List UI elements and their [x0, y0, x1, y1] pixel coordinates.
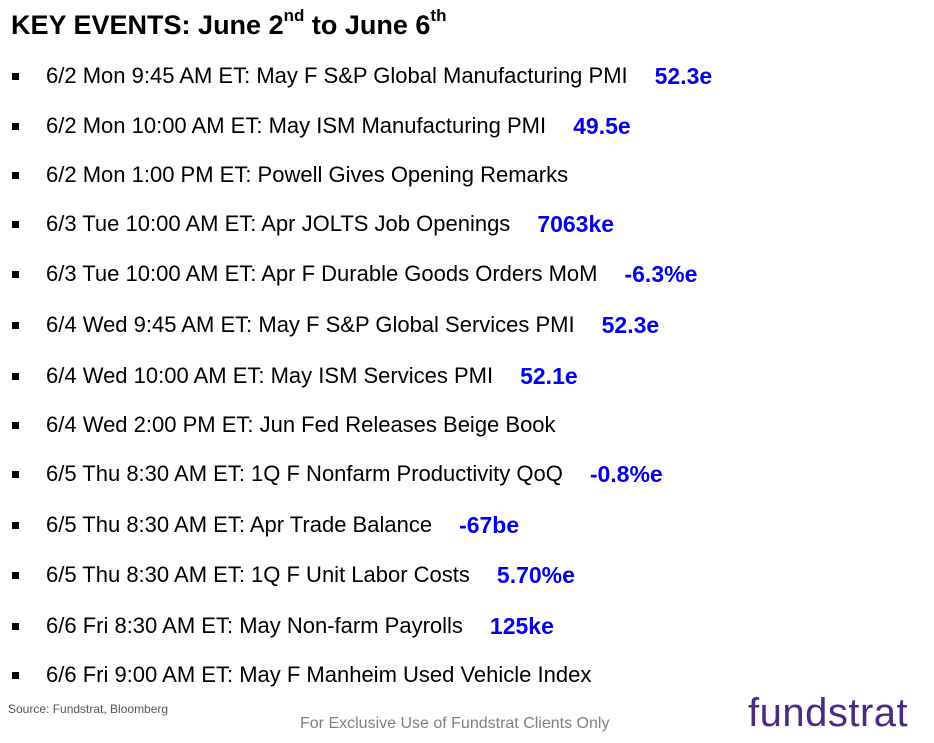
event-description: 6/3 Tue 10:00 AM ET: Apr JOLTS Job Openi… [46, 211, 511, 236]
square-bullet-icon [12, 220, 19, 228]
event-estimate: -0.8%e [589, 460, 663, 487]
square-bullet-icon [12, 321, 19, 329]
event-description: 6/2 Mon 1:00 PM ET: Powell Gives Opening… [46, 162, 569, 187]
event-estimate: 52.1e [520, 362, 578, 389]
title-main-part1: KEY EVENTS: June 2 [11, 10, 284, 40]
list-item: 6/2 Mon 10:00 AM ET: May ISM Manufacturi… [12, 106, 631, 146]
list-item: 6/4 Wed 10:00 AM ET: May ISM Services PM… [12, 356, 578, 396]
list-item: 6/6 Fri 8:30 AM ET: May Non-farm Payroll… [12, 606, 554, 646]
square-bullet-icon [12, 421, 19, 429]
event-description: 6/4 Wed 2:00 PM ET: Jun Fed Releases Bei… [46, 412, 556, 437]
title-main-part2: to June 6 [304, 10, 431, 40]
page-title: KEY EVENTS: June 2nd to June 6th [11, 7, 446, 41]
event-description: 6/5 Thu 8:30 AM ET: 1Q F Nonfarm Product… [46, 461, 563, 486]
square-bullet-icon [12, 571, 19, 579]
square-bullet-icon [12, 622, 19, 630]
square-bullet-icon [12, 372, 19, 380]
list-item: 6/5 Thu 8:30 AM ET: 1Q F Unit Labor Cost… [12, 555, 575, 595]
list-item: 6/6 Fri 9:00 AM ET: May F Manheim Used V… [12, 655, 591, 695]
event-description: 6/4 Wed 10:00 AM ET: May ISM Services PM… [46, 363, 494, 388]
square-bullet-icon [12, 72, 19, 80]
event-estimate: -67be [459, 511, 520, 538]
event-description: 6/5 Thu 8:30 AM ET: Apr Trade Balance [46, 512, 433, 537]
fundstrat-logo: fundstrat [748, 691, 909, 735]
event-description: 6/5 Thu 8:30 AM ET: 1Q F Unit Labor Cost… [46, 562, 470, 587]
event-estimate: -6.3%e [624, 260, 698, 287]
square-bullet-icon [12, 470, 19, 478]
list-item: 6/4 Wed 2:00 PM ET: Jun Fed Releases Bei… [12, 405, 556, 445]
list-item: 6/5 Thu 8:30 AM ET: Apr Trade Balance -6… [12, 505, 519, 545]
title-superscript-1: nd [283, 6, 305, 25]
event-description: 6/6 Fri 9:00 AM ET: May F Manheim Used V… [46, 662, 592, 687]
list-item: 6/2 Mon 9:45 AM ET: May F S&P Global Man… [12, 56, 712, 96]
event-estimate: 52.3e [601, 311, 660, 338]
square-bullet-icon [12, 521, 19, 529]
event-estimate: 52.3e [654, 62, 713, 89]
square-bullet-icon [12, 122, 19, 130]
event-estimate: 125ke [489, 612, 554, 639]
event-description: 6/2 Mon 9:45 AM ET: May F S&P Global Man… [46, 63, 628, 88]
event-description: 6/6 Fri 8:30 AM ET: May Non-farm Payroll… [46, 613, 463, 638]
square-bullet-icon [12, 171, 19, 179]
disclaimer-text: For Exclusive Use of Fundstrat Clients O… [300, 715, 610, 732]
title-superscript-2: th [430, 6, 447, 25]
event-estimate: 5.70%e [496, 561, 575, 588]
list-item: 6/2 Mon 1:00 PM ET: Powell Gives Opening… [12, 155, 568, 195]
list-item: 6/3 Tue 10:00 AM ET: Apr JOLTS Job Openi… [12, 204, 614, 244]
event-description: 6/2 Mon 10:00 AM ET: May ISM Manufacturi… [46, 113, 547, 138]
list-item: 6/3 Tue 10:00 AM ET: Apr F Durable Goods… [12, 254, 697, 294]
list-item: 6/4 Wed 9:45 AM ET: May F S&P Global Ser… [12, 305, 659, 345]
source-note: Source: Fundstrat, Bloomberg [8, 702, 169, 716]
event-estimate: 7063ke [537, 210, 615, 237]
event-description: 6/3 Tue 10:00 AM ET: Apr F Durable Goods… [46, 261, 598, 286]
list-item: 6/5 Thu 8:30 AM ET: 1Q F Nonfarm Product… [12, 454, 663, 494]
event-description: 6/4 Wed 9:45 AM ET: May F S&P Global Ser… [46, 312, 575, 337]
square-bullet-icon [12, 671, 19, 679]
square-bullet-icon [12, 270, 19, 278]
event-estimate: 49.5e [573, 112, 631, 139]
